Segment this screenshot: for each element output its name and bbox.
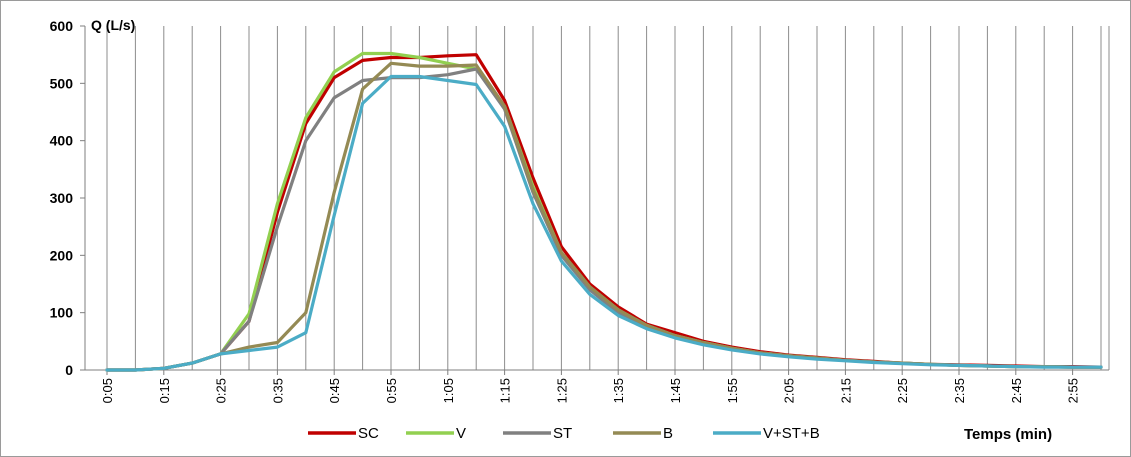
x-tick-label: 0:05 [100, 378, 115, 403]
y-axis-label: Q (L/s) [91, 17, 135, 33]
y-tick-label: 100 [50, 305, 74, 321]
x-tick-labels: 0:05 0:15 0:25 0:35 0:45 0:55 1:05 1:15 1:25 1:35… [100, 378, 1081, 403]
series-line-v-st-b [105, 74, 1103, 372]
x-tick-label: 2:35 [952, 378, 967, 403]
x-tick-label: 0:15 [157, 378, 172, 403]
x-tick-label: 2:25 [895, 378, 910, 403]
y-tick-labels: 0 100 200 300 400 500 600 [50, 18, 74, 378]
series-line-sc [105, 53, 1103, 372]
x-tick-label: 2:15 [838, 378, 853, 403]
x-tick-label: 0:35 [270, 378, 285, 403]
series-lines [105, 51, 1103, 372]
x-tick-label: 0:55 [384, 378, 399, 403]
x-tick-label: 2:05 [782, 378, 797, 403]
legend: SC V ST B V+ST+B [308, 425, 820, 442]
legend-label: V [456, 425, 466, 442]
x-axis-label: Temps (min) [964, 426, 1052, 443]
x-tick-label: 0:45 [327, 378, 342, 403]
x-tick-label: 1:45 [668, 378, 683, 403]
series-line-st [105, 67, 1103, 372]
y-tick-label: 200 [50, 247, 74, 263]
legend-label: V+ST+B [763, 425, 820, 442]
series-line-v [105, 51, 1103, 372]
y-tick-label: 600 [50, 18, 74, 34]
legend-label: SC [358, 425, 379, 442]
x-tick-label: 1:25 [554, 378, 569, 403]
x-tick-label: 0:25 [214, 378, 229, 403]
x-tick-label: 1:05 [441, 378, 456, 403]
x-tick-label: 1:35 [611, 378, 626, 403]
x-tick-label: 1:55 [725, 378, 740, 403]
y-tick-label: 0 [65, 362, 73, 378]
y-tick-label: 300 [50, 190, 74, 206]
x-tick-label: 2:45 [1009, 378, 1024, 403]
x-tick-label: 1:15 [498, 378, 513, 403]
series-line-b [105, 61, 1103, 372]
y-tick-label: 500 [50, 75, 74, 91]
y-tick-label: 400 [50, 133, 74, 149]
legend-label: B [663, 425, 673, 442]
legend-label: ST [553, 425, 572, 442]
grid [106, 26, 1110, 370]
x-tick-label: 2:55 [1066, 378, 1081, 403]
axes [80, 25, 1109, 375]
